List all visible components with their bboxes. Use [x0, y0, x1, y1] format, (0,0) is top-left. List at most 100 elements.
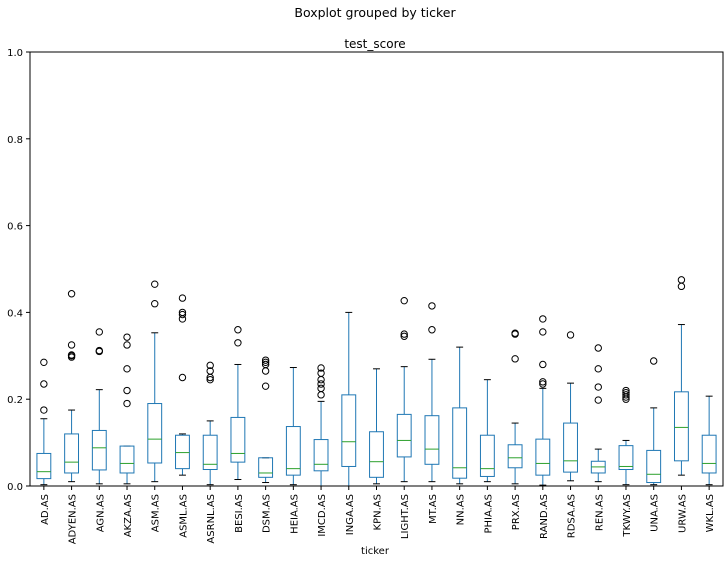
outlier-point — [677, 282, 686, 291]
x-tick-label: IMCD.AS — [317, 494, 328, 537]
outlier-point — [123, 399, 131, 408]
box — [507, 444, 523, 469]
x-tick-label: ASM.AS — [151, 494, 162, 532]
outlier-point — [317, 384, 325, 393]
outlier-point — [428, 326, 436, 334]
outlier-point — [123, 333, 131, 341]
box — [230, 416, 246, 463]
x-tick-label: RAND.AS — [539, 494, 550, 539]
box — [202, 434, 218, 471]
outlier-point — [206, 367, 214, 375]
chart-title: test_score — [344, 37, 405, 51]
x-tick-label: UNA.AS — [650, 494, 661, 532]
x-tick-label: INGA.AS — [345, 494, 356, 535]
x-tick-label: MT.AS — [428, 494, 439, 524]
outlier-point — [622, 391, 630, 399]
x-tick-label: PRX.AS — [511, 494, 522, 530]
box — [424, 415, 440, 465]
box — [91, 429, 107, 471]
x-tick-label: WKL.AS — [705, 494, 716, 532]
y-tick-label: 1.0 — [7, 48, 23, 59]
y-tick-label: 0.0 — [7, 482, 23, 493]
x-tick-label: HEIA.AS — [289, 494, 300, 534]
outlier-point — [261, 367, 270, 375]
outlier-point — [234, 339, 242, 347]
outlier-point — [151, 280, 159, 288]
outlier-point — [178, 308, 187, 317]
box — [285, 426, 301, 476]
outlier-point — [178, 373, 187, 382]
x-tick-label: AKZA.AS — [123, 494, 134, 537]
outlier-point — [594, 365, 602, 373]
outlier-point — [261, 382, 270, 390]
outlier-point — [123, 341, 131, 349]
box — [646, 449, 662, 484]
box — [452, 407, 468, 479]
x-tick-label: KPN.AS — [373, 494, 384, 530]
outlier-point — [317, 364, 325, 372]
outlier-point — [539, 328, 547, 336]
outlier-point — [400, 296, 408, 305]
outlier-point — [539, 315, 547, 323]
outlier-point — [261, 356, 270, 364]
outlier-point — [317, 391, 325, 399]
outlier-point — [261, 360, 270, 369]
box — [36, 452, 52, 480]
outlier-point — [594, 396, 602, 404]
outlier-point — [95, 328, 104, 336]
x-tick-label: ADYEN.AS — [68, 494, 79, 544]
outlier-point — [400, 330, 408, 338]
outlier-point — [123, 365, 131, 373]
outlier-point — [40, 406, 48, 414]
outlier-point — [539, 380, 547, 388]
outlier-point — [428, 302, 436, 310]
x-tick-label: REN.AS — [594, 494, 605, 531]
x-tick-label: ASML.AS — [178, 494, 189, 538]
outlier-point — [178, 294, 187, 302]
outlier-point — [67, 341, 76, 349]
outlier-point — [511, 355, 519, 363]
outlier-point — [206, 375, 214, 384]
y-tick-label: 0.8 — [7, 135, 23, 146]
box — [64, 433, 80, 474]
outlier-point — [206, 361, 214, 370]
outlier-point — [123, 386, 131, 395]
outlier-point — [622, 386, 630, 395]
x-tick-label: PHIA.AS — [483, 494, 494, 534]
outlier-point — [566, 331, 575, 339]
outlier-point — [539, 360, 547, 369]
box — [258, 457, 274, 478]
outlier-point — [67, 290, 76, 298]
outlier-point — [67, 351, 76, 359]
x-tick-label: ASRNL.AS — [206, 494, 217, 544]
box — [563, 422, 578, 473]
x-axis-label: ticker — [361, 546, 390, 557]
box — [535, 438, 551, 476]
x-tick-label: RDSA.AS — [567, 494, 578, 538]
plot-area: 0.0 0.2 0.4 0.6 0.8 1.0 AD.AS ADYEN.AS AGN.AS AKZ… — [7, 48, 724, 544]
box — [618, 445, 634, 471]
x-tick-label: URW.AS — [677, 494, 688, 533]
outlier-point — [594, 344, 602, 352]
outlier-point — [511, 329, 519, 337]
outlier-point — [400, 332, 408, 340]
outlier-point — [594, 383, 602, 391]
box — [147, 403, 163, 464]
outlier-point — [178, 310, 187, 319]
chart-suptitle: Boxplot grouped by ticker — [294, 5, 456, 20]
box — [369, 431, 384, 478]
y-tick-label: 0.6 — [7, 222, 23, 233]
box — [119, 445, 135, 474]
box — [175, 434, 190, 470]
y-tick-label: 0.4 — [7, 308, 23, 319]
outlier-point — [317, 369, 325, 377]
outlier-point — [234, 326, 242, 334]
outlier-point — [539, 378, 547, 386]
box — [673, 391, 689, 462]
outlier-point — [40, 358, 48, 367]
outlier-point — [650, 357, 658, 365]
box — [479, 434, 495, 477]
outlier-point — [261, 358, 270, 367]
